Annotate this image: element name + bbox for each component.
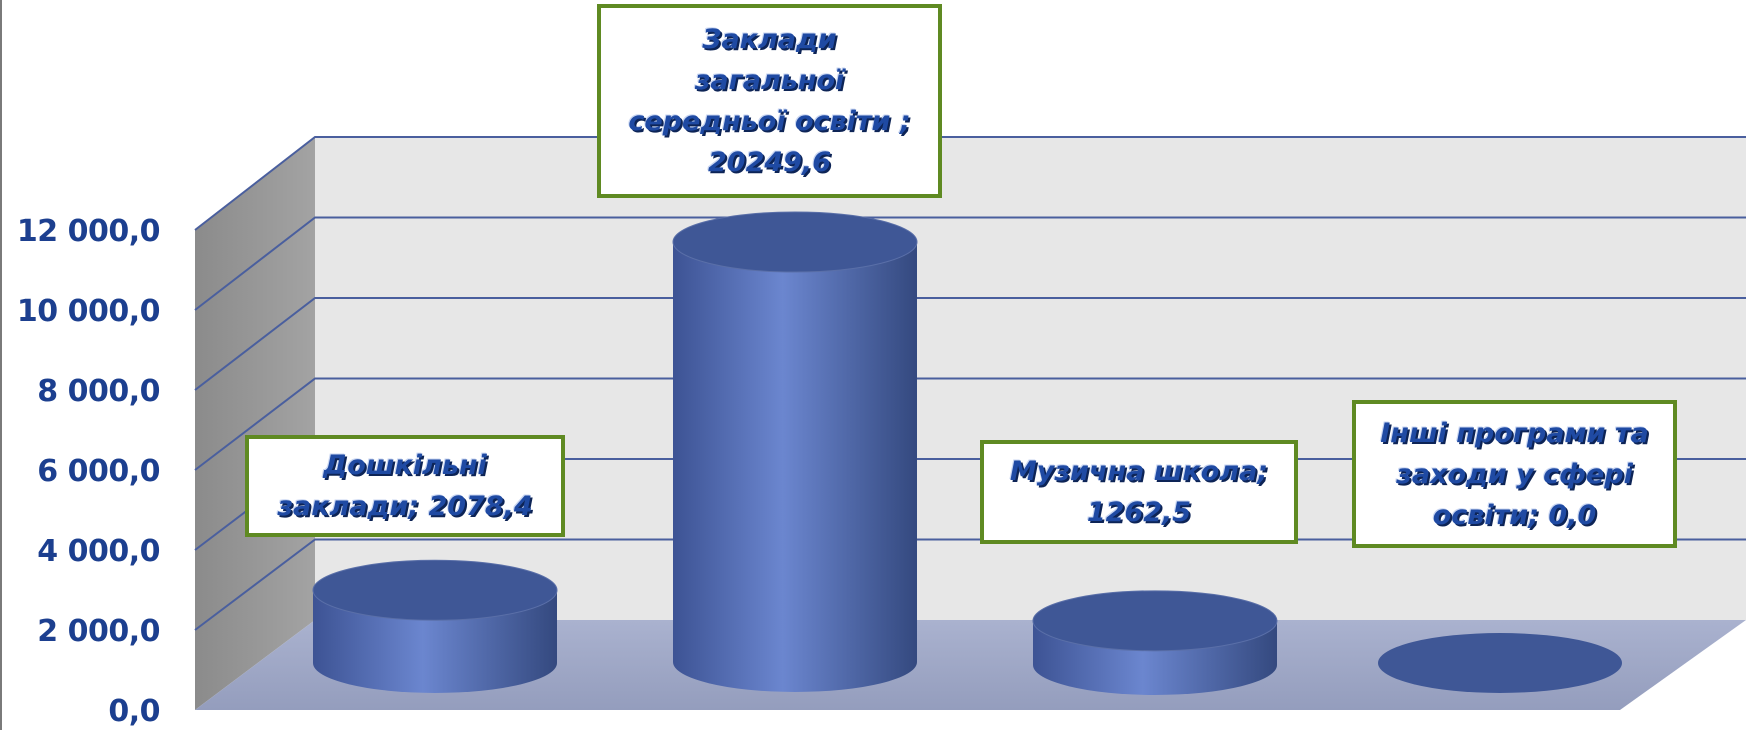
bar-cylinder — [312, 559, 558, 693]
data-label: Музична школа; 1262,5 — [980, 440, 1298, 544]
gridline — [194, 216, 1746, 311]
y-tick-label: 10 000,0 — [17, 294, 160, 329]
data-label-line: Інші програми та — [1380, 417, 1649, 449]
data-label-line: освіти; 0,0 — [1432, 499, 1597, 531]
data-label: Заклади загальної середньої освіти ; 20249,… — [597, 4, 942, 198]
y-axis-ticks: 0,0 2 000,0 4 000,0 6 000,0 8 000,0 10 000,0 1… — [14, 212, 163, 730]
y-tick-label: 2 000,0 — [37, 614, 160, 649]
data-label-line: Заклади — [702, 24, 837, 55]
y-tick-label: 6 000,0 — [37, 454, 160, 489]
data-label-line: 20249,6 — [708, 147, 831, 178]
data-label-line: заходи у сфері — [1396, 458, 1633, 490]
data-label-line: Дошкільні — [323, 450, 487, 481]
data-label-line: 1262,5 — [1086, 497, 1192, 528]
bar-cylinder — [672, 211, 918, 692]
y-tick-label: 8 000,0 — [37, 374, 160, 409]
y-tick-label: 12 000,0 — [17, 214, 160, 249]
gridline — [194, 377, 1746, 471]
gridline — [194, 136, 1746, 231]
bars — [312, 211, 1622, 695]
bar-cylinder — [1032, 590, 1278, 695]
floor — [195, 620, 1746, 710]
y-tick-label: 4 000,0 — [37, 534, 160, 569]
y-tick-label: 0,0 — [108, 694, 160, 729]
data-label-line: Музична школа; — [1009, 456, 1269, 487]
data-label-line: середньої освіти ; — [628, 106, 911, 137]
gridline — [194, 297, 1746, 391]
bar-cylinder — [1378, 633, 1622, 693]
data-label-line: заклади; 2078,4 — [277, 491, 533, 522]
data-label: Інші програми та заходи у сфері освіти; 0,… — [1352, 400, 1677, 548]
data-label: Дошкільні заклади; 2078,4 — [245, 435, 565, 537]
gridlines — [194, 136, 1746, 631]
data-label-line: загальної — [694, 65, 845, 96]
